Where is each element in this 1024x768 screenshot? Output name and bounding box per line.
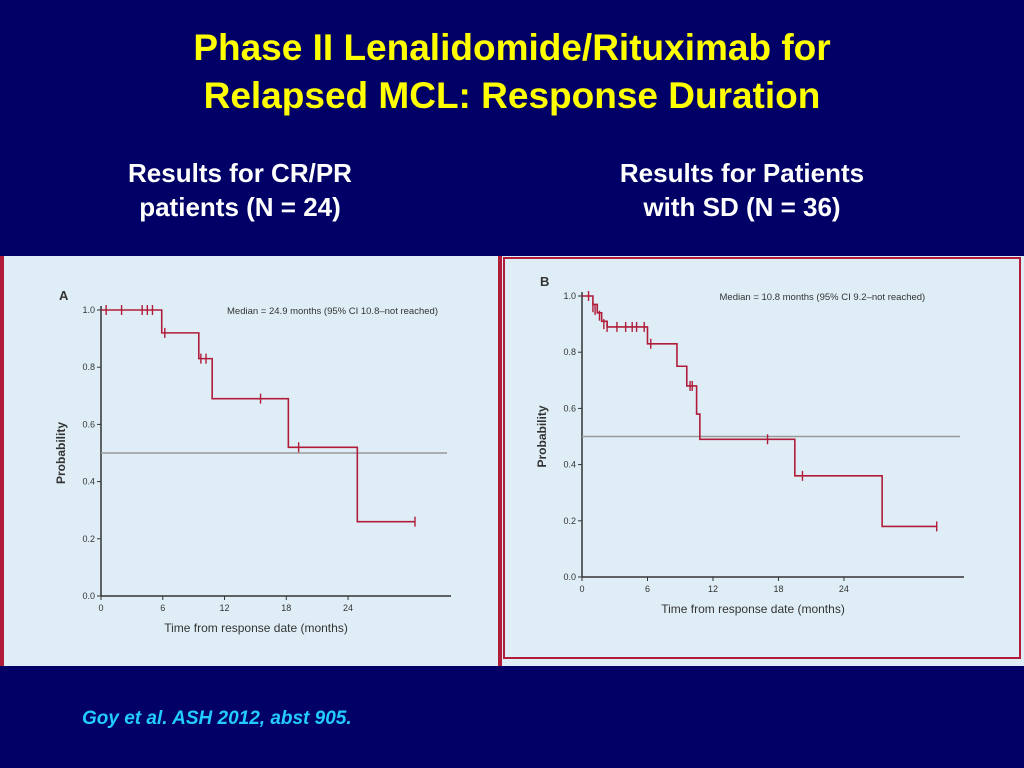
- chart-b-x-tick-label: 18: [773, 584, 783, 594]
- chart-b-panel-label: B: [540, 274, 549, 289]
- citation: Goy et al. ASH 2012, abst 905.: [82, 708, 352, 729]
- chart-b-y-tick-label: 1.0: [563, 291, 576, 301]
- right-heading-line1: Results for Patients: [619, 158, 865, 188]
- chart-a-y-tick-label: 0.2: [82, 534, 95, 544]
- chart-a-x-tick-label: 6: [160, 603, 165, 613]
- chart-b-x-tick-label: 0: [579, 584, 584, 594]
- chart-a-y-tick-label: 0.4: [82, 477, 95, 487]
- chart-a-x-axis-label: Time from response date (months): [164, 621, 348, 635]
- chart-b-x-tick-label: 12: [708, 584, 718, 594]
- slide-title: Phase II Lenalidomide/Rituximab for Rela…: [0, 24, 1024, 120]
- chart-b-x-axis-label: Time from response date (months): [661, 602, 845, 616]
- km-chart-b: B 0.0 0.2 0.4 0.6 0.8 1.0 0 6 12 18 24 Time from res…: [503, 257, 1021, 659]
- chart-a-y-axis-label: Probability: [54, 422, 68, 484]
- chart-a-survival-curve: [101, 309, 415, 523]
- slide-title-line2: Relapsed MCL: Response Duration: [203, 75, 821, 116]
- left-heading: Results for CR/PR patients (N = 24): [40, 156, 440, 224]
- chart-a-x-tick-label: 18: [281, 603, 291, 613]
- chart-a-y-tick-label: 0.6: [82, 419, 95, 429]
- km-chart-a: A 0.0 0.2 0.4 0.6 0.8 1.0 0 6 12 18 24 Time from res…: [54, 288, 451, 635]
- chart-b-y-tick-label: 0.8: [563, 347, 576, 357]
- chart-b-y-tick-label: 0.0: [563, 572, 576, 582]
- chart-a-panel-label: A: [59, 288, 69, 303]
- chart-b-x-tick-label: 24: [839, 584, 849, 594]
- chart-a-x-tick-label: 0: [98, 603, 103, 613]
- chart-a-y-tick-label: 1.0: [82, 305, 95, 315]
- chart-a-median-annotation: Median = 24.9 months (95% CI 10.8–not re…: [227, 306, 438, 317]
- left-heading-line1: Results for CR/PR: [128, 158, 352, 188]
- slide-title-line1: Phase II Lenalidomide/Rituximab for: [193, 27, 831, 68]
- chart-b-y-axis-label: Probability: [535, 405, 549, 467]
- chart-b-y-tick-label: 0.6: [563, 403, 576, 413]
- chart-panel-a: A 0.0 0.2 0.4 0.6 0.8 1.0 0 6 12 18 24 Time from res…: [0, 256, 498, 666]
- chart-a-x-tick-label: 12: [220, 603, 230, 613]
- chart-b-median-annotation: Median = 10.8 months (95% CI 9.2–not rea…: [720, 292, 926, 303]
- chart-panel-b: B 0.0 0.2 0.4 0.6 0.8 1.0 0 6 12 18 24 Time from res…: [498, 256, 1024, 666]
- chart-b-y-tick-label: 0.2: [563, 516, 576, 526]
- chart-a-x-tick-label: 24: [343, 603, 353, 613]
- chart-a-y-tick-label: 0.8: [82, 362, 95, 372]
- right-heading: Results for Patients with SD (N = 36): [542, 156, 942, 224]
- chart-b-x-tick-label: 6: [645, 584, 650, 594]
- chart-b-survival-curve: [582, 295, 937, 528]
- left-heading-line2: patients (N = 24): [139, 192, 341, 222]
- chart-b-frame: [503, 257, 1021, 659]
- chart-a-y-tick-label: 0.0: [82, 591, 95, 601]
- right-heading-line2: with SD (N = 36): [643, 192, 841, 222]
- chart-b-y-tick-label: 0.4: [563, 460, 576, 470]
